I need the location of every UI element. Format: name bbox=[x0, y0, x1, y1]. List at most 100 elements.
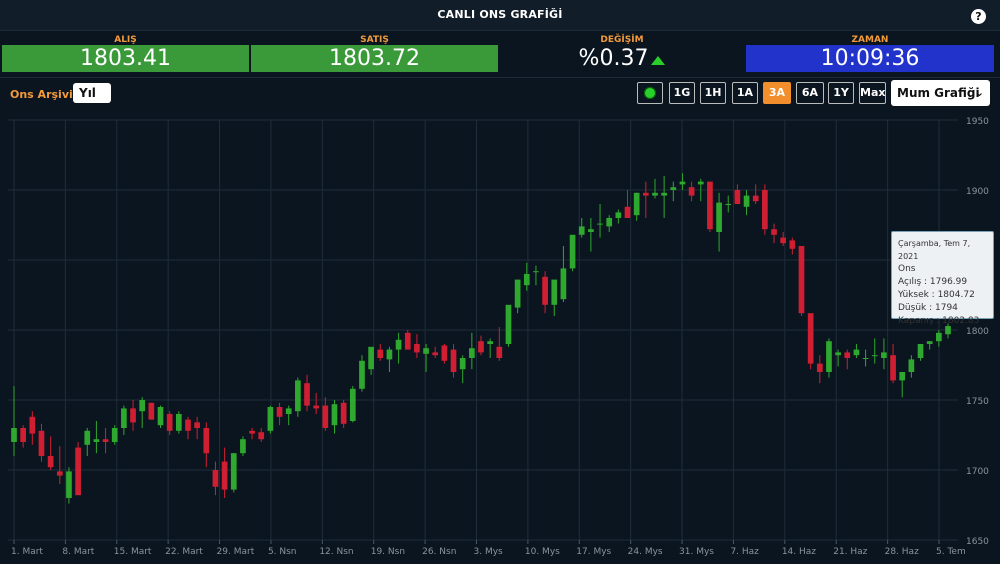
range-max-button[interactable]: Max bbox=[859, 82, 886, 104]
y-tick-label: 1650 bbox=[966, 537, 989, 547]
candle-body bbox=[835, 352, 841, 356]
candle-body bbox=[578, 226, 585, 235]
tooltip-low: Düşük : 1794 bbox=[898, 303, 958, 313]
candle-body bbox=[533, 271, 539, 273]
candle-body bbox=[816, 363, 823, 372]
page-title: CANLI ONS GRAFİĞİ bbox=[437, 8, 563, 21]
arrow-up-icon bbox=[651, 56, 666, 65]
range-3a-button[interactable]: 3A bbox=[763, 82, 791, 104]
candle-body bbox=[478, 341, 484, 353]
candle-body bbox=[130, 408, 136, 423]
candle-body bbox=[844, 352, 851, 358]
tooltip-open: Açılış : 1796.99 bbox=[898, 277, 968, 287]
candle-body bbox=[395, 339, 402, 350]
candle-body bbox=[102, 439, 109, 442]
candle-body bbox=[359, 360, 365, 389]
candle-body bbox=[441, 345, 448, 361]
candle-body bbox=[487, 341, 493, 344]
change-value: %0.37 bbox=[578, 46, 649, 71]
x-tick-label: 14. Haz bbox=[782, 547, 816, 557]
x-tick-label: 3. Mys bbox=[474, 547, 504, 557]
toolbar: Ons Arşivi Yıl 1G 1H 1A 3A 6A 1Y Max Mum… bbox=[0, 80, 1000, 110]
candle-body bbox=[157, 407, 164, 426]
range-1y-button[interactable]: 1Y bbox=[828, 82, 854, 104]
candle-body bbox=[780, 237, 787, 244]
candle-body bbox=[93, 439, 100, 442]
candle-body bbox=[20, 428, 26, 442]
x-tick-label: 19. Nsn bbox=[371, 547, 405, 557]
candle-body bbox=[322, 405, 329, 428]
candle-body bbox=[148, 402, 155, 420]
x-tick-label: 29. Mart bbox=[217, 547, 255, 557]
candle-body bbox=[84, 430, 91, 445]
x-tick-label: 26. Nsn bbox=[422, 547, 456, 557]
live-toggle[interactable] bbox=[637, 82, 663, 104]
candle-body bbox=[230, 453, 237, 490]
range-1g-button[interactable]: 1G bbox=[669, 82, 695, 104]
candle-body bbox=[551, 279, 558, 305]
candle-body bbox=[194, 422, 200, 428]
x-tick-label: 12. Nsn bbox=[319, 547, 353, 557]
candle-body bbox=[624, 206, 631, 218]
candle-body bbox=[569, 234, 576, 269]
change-value-wrap: %0.37 bbox=[500, 45, 744, 72]
candle-body bbox=[404, 332, 411, 350]
candle-body bbox=[826, 341, 832, 372]
time-stat: ZAMAN 10:09:36 bbox=[746, 32, 994, 74]
x-tick-label: 8. Mart bbox=[62, 547, 94, 557]
candle-body bbox=[121, 408, 127, 428]
candle-body bbox=[423, 348, 429, 354]
candle-body bbox=[505, 304, 512, 344]
candle-body bbox=[679, 181, 686, 185]
candle-body bbox=[258, 432, 265, 440]
archive-label: Ons Arşivi bbox=[10, 88, 73, 101]
candle-body bbox=[807, 313, 814, 364]
candle-body bbox=[542, 276, 548, 305]
candle-body bbox=[111, 428, 118, 442]
candle-body bbox=[670, 187, 677, 190]
range-6a-button[interactable]: 6A bbox=[796, 82, 824, 104]
range-1h-button[interactable]: 1H bbox=[700, 82, 726, 104]
tooltip-series: Ons bbox=[898, 264, 916, 274]
candle-body bbox=[285, 408, 292, 414]
candle-body bbox=[871, 355, 878, 357]
candle-body bbox=[11, 428, 17, 442]
y-tick-label: 1900 bbox=[966, 187, 989, 197]
bid-value: 1803.41 bbox=[2, 45, 249, 72]
candle-body bbox=[652, 192, 658, 196]
candle-body bbox=[276, 407, 283, 417]
ask-label: SATIŞ bbox=[360, 35, 389, 45]
y-tick-label: 1750 bbox=[966, 397, 989, 407]
candle-body bbox=[890, 355, 896, 381]
time-value: 10:09:36 bbox=[746, 45, 994, 72]
y-axis: 1650170017501800185019001950 bbox=[966, 117, 989, 547]
x-tick-label: 31. Mys bbox=[679, 547, 714, 557]
candle-body bbox=[734, 190, 741, 204]
x-tick-label: 22. Mart bbox=[165, 547, 203, 557]
candle-body bbox=[175, 414, 182, 431]
candle-body bbox=[304, 383, 310, 406]
candle-body bbox=[588, 229, 594, 232]
chart-type-select[interactable]: Mum Grafiği ⌄ bbox=[891, 80, 990, 106]
candle-body bbox=[707, 181, 713, 230]
archive-select[interactable]: Yıl bbox=[73, 83, 111, 103]
candle-body bbox=[917, 344, 924, 358]
candlestick-chart[interactable]: 1. Mart 8. Mart 15. Mart 22. Mart 29. Mart 5.… bbox=[0, 112, 1000, 564]
candle-body bbox=[240, 439, 246, 454]
candle-body bbox=[789, 240, 796, 249]
candle-body bbox=[221, 461, 228, 490]
candle-body bbox=[377, 349, 384, 358]
candle-body bbox=[853, 349, 860, 356]
help-icon[interactable]: ? bbox=[971, 9, 986, 24]
bid-stat: ALIŞ 1803.41 bbox=[2, 32, 249, 74]
candle-body bbox=[771, 229, 777, 235]
candle-body bbox=[523, 274, 530, 286]
candle-body bbox=[450, 349, 457, 372]
chart-grid bbox=[8, 119, 958, 541]
candle-body bbox=[752, 195, 759, 202]
candle-body bbox=[606, 218, 613, 227]
change-stat: DEĞİŞİM %0.37 bbox=[500, 32, 744, 74]
candle-body bbox=[560, 268, 567, 300]
candles bbox=[11, 173, 951, 504]
range-1a-button[interactable]: 1A bbox=[732, 82, 758, 104]
